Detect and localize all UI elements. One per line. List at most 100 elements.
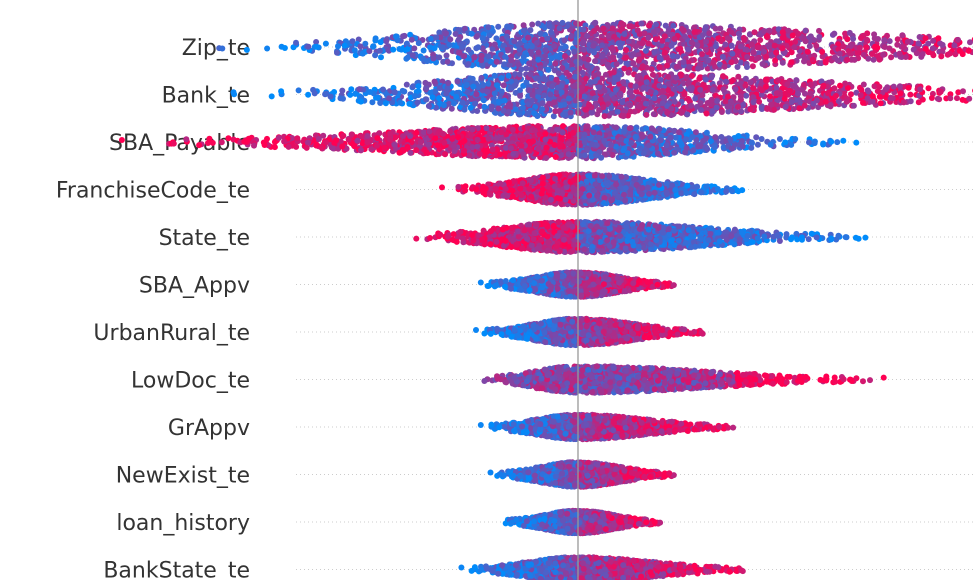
shap-point	[604, 61, 611, 68]
shap-point	[219, 45, 226, 52]
shap-point	[347, 91, 354, 98]
shap-point	[785, 27, 792, 34]
shap-point	[414, 99, 421, 106]
shap-point	[623, 47, 630, 53]
shap-point	[886, 38, 893, 45]
shap-point	[736, 30, 742, 37]
shap-point	[750, 49, 757, 56]
shap-point	[763, 33, 770, 40]
shap-point	[572, 82, 579, 89]
shap-point	[871, 35, 878, 42]
shap-point	[822, 98, 829, 105]
shap-point	[519, 104, 526, 111]
shap-point	[650, 111, 657, 118]
shap-point	[356, 86, 363, 93]
shap-point	[604, 95, 611, 101]
shap-point	[742, 82, 749, 89]
shap-point	[436, 95, 443, 102]
shap-point	[582, 106, 589, 113]
shap-point	[616, 52, 623, 59]
shap-point	[420, 55, 426, 62]
shap-point	[561, 37, 568, 44]
shap-point	[846, 29, 853, 36]
shap-point	[756, 98, 763, 105]
shap-point	[579, 84, 586, 91]
shap-point	[688, 102, 695, 109]
shap-point	[650, 29, 657, 36]
shap-point	[610, 54, 617, 61]
shap-point	[520, 27, 527, 34]
shap-point	[523, 65, 530, 72]
shap-point	[562, 43, 569, 50]
shap-point	[571, 48, 578, 55]
shap-point	[553, 76, 560, 83]
shap-point	[558, 83, 565, 89]
shap-point	[782, 103, 789, 110]
shap-point	[479, 35, 486, 42]
shap-point	[792, 136, 799, 142]
shap-point	[645, 34, 652, 41]
shap-point	[754, 44, 761, 51]
shap-point	[888, 54, 895, 61]
shap-point	[608, 105, 615, 111]
shap-point	[897, 90, 904, 97]
shap-point	[761, 28, 768, 34]
shap-point	[904, 38, 911, 45]
shap-point	[491, 41, 498, 48]
shap-point	[788, 59, 795, 66]
shap-point	[685, 46, 692, 53]
shap-point	[708, 96, 715, 103]
shap-point	[761, 48, 768, 55]
shap-point	[555, 70, 562, 77]
shap-point	[744, 64, 750, 70]
shap-point	[566, 72, 573, 79]
shap-point	[541, 92, 548, 99]
shap-point	[474, 108, 481, 114]
shap-point	[546, 100, 553, 107]
shap-point	[671, 98, 678, 105]
shap-point	[446, 41, 453, 48]
shap-point	[454, 78, 461, 85]
shap-point	[541, 24, 548, 31]
shap-point	[718, 109, 725, 115]
shap-point	[601, 113, 608, 120]
shap-point	[532, 82, 539, 89]
shap-point	[630, 51, 637, 57]
shap-point	[423, 96, 430, 103]
shap-point	[889, 95, 896, 102]
shap-point	[702, 24, 709, 31]
shap-point	[475, 44, 482, 51]
shap-point	[516, 46, 523, 53]
shap-point	[413, 129, 420, 136]
shap-point	[406, 100, 413, 107]
shap-point	[562, 53, 568, 60]
shap-point	[489, 146, 496, 153]
shap-point	[876, 56, 883, 63]
shap-point	[689, 133, 696, 140]
shap-point	[837, 82, 843, 89]
shap-point	[928, 95, 935, 101]
shap-point	[763, 76, 769, 83]
shap-point	[632, 83, 639, 90]
shap-point	[657, 108, 664, 115]
shap-point	[340, 132, 347, 139]
shap-point	[661, 49, 668, 56]
shap-point	[653, 21, 659, 28]
shap-point	[907, 98, 914, 105]
shap-point	[327, 93, 334, 100]
shap-point	[700, 138, 706, 144]
shap-point	[305, 91, 312, 98]
shap-point	[703, 129, 710, 136]
shap-point	[750, 99, 757, 106]
shap-point	[835, 98, 842, 105]
swarm-Bank_te	[230, 69, 973, 120]
shap-point	[611, 95, 618, 102]
shap-point	[835, 57, 841, 64]
shap-point	[551, 43, 558, 49]
shap-point	[609, 25, 616, 32]
shap-point	[340, 95, 346, 102]
shap-point	[268, 93, 275, 100]
shap-point	[461, 106, 468, 113]
shap-point	[303, 144, 310, 151]
shap-point	[581, 46, 588, 53]
